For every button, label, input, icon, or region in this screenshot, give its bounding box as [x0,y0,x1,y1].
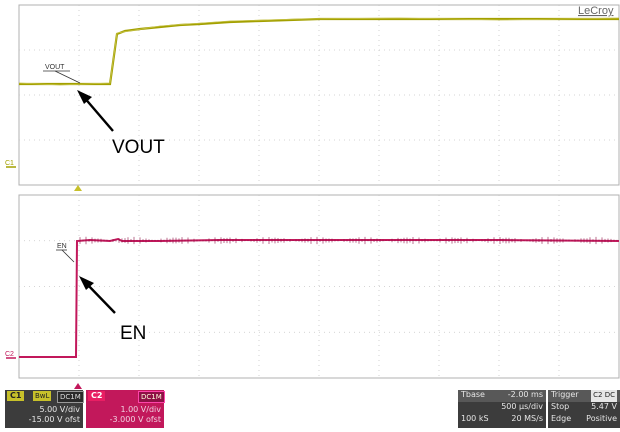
top-grid-lines [19,5,619,185]
channel1-impedance: DC1M [57,391,84,403]
trigger-type: Edge [551,414,572,423]
channel2-panel[interactable]: C2 DC1M 1.00 V/div -3.000 V ofst [86,390,165,428]
vout-annotation: VOUT [112,137,165,158]
timebase-panel[interactable]: Tbase -2.00 ms 500 µs/div 100 kS 20 MS/s [458,390,546,428]
channel1-coupling: BwL [33,391,52,401]
vout-trace-label: VOUT [45,64,65,71]
trigger-mode: Stop [551,402,570,411]
en-annotation-arrow [84,281,116,314]
timebase-scale: 500 µs/div [501,402,543,411]
vout-noise [18,17,620,86]
channel2-tag: C2 [88,391,106,401]
channel2-offset: -3.000 V ofst [109,415,161,424]
channel1-panel[interactable]: C1 BwL DC1M 5.00 V/div -15.00 V ofst [5,390,84,428]
en-arrowhead [79,276,94,290]
c1-ground-marker: C1 [5,160,14,167]
timebase-samples: 100 kS [461,414,489,423]
trigger-source: C2 DC [591,390,617,402]
trigger-slope: Positive [586,414,617,423]
vout-annotation-arrow [82,95,114,132]
channel2-scale: 1.00 V/div [120,405,161,414]
timebase-rate: 20 MS/s [511,414,543,423]
trigger-title: Trigger [551,390,579,399]
brand-logo: LeCroy [578,5,614,17]
vout-label-leader [54,70,81,84]
channel1-scale: 5.00 V/div [39,405,80,414]
trigger-position-top [74,185,82,191]
vout-arrowhead [77,90,92,104]
channel1-tag: C1 [7,391,25,401]
timebase-delay: -2.00 ms [507,390,543,399]
en-label-leader [61,249,75,263]
trigger-position-bottom [74,383,82,389]
en-noise [79,236,618,245]
channel1-offset: -15.00 V ofst [28,415,80,424]
en-trace [19,237,620,358]
channel2-impedance: DC1M [138,391,165,403]
vout-trace [19,17,619,86]
timebase-title: Tbase [461,390,485,399]
bottom-grid-lines [19,195,619,378]
en-annotation: EN [120,323,146,344]
trigger-panel[interactable]: Trigger C2 DC Stop 5.47 V Edge Positive [548,390,620,428]
trigger-level: 5.47 V [591,402,617,411]
en-trace-label: EN [57,243,67,250]
c2-ground-marker: C2 [5,351,14,358]
